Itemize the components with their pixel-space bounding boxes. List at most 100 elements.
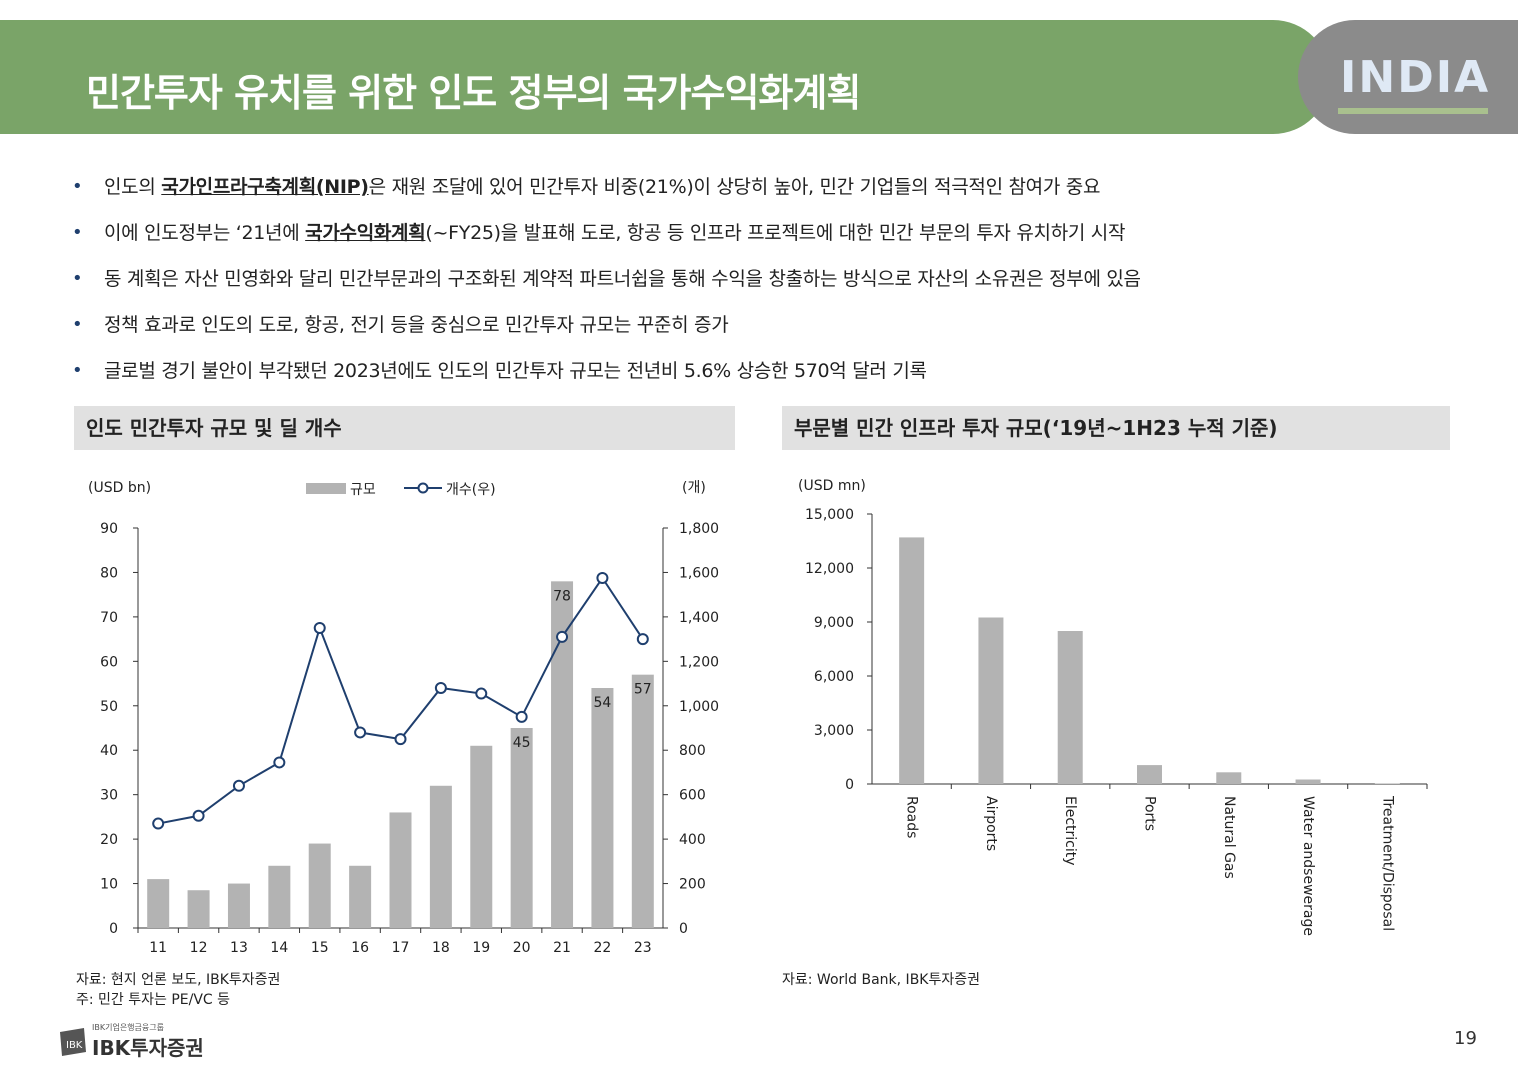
bar-data-label: 78	[553, 588, 571, 604]
line-point	[515, 710, 528, 723]
right-y-tick-label: 1,800	[679, 521, 719, 537]
ibk-logo-main: IBK투자증권	[92, 1036, 204, 1060]
x-tick-label: 20	[513, 940, 531, 956]
bar	[551, 581, 574, 928]
bullet-text: 이에 인도정부는 ‘21년에	[104, 222, 306, 244]
line-point	[394, 733, 407, 746]
bullet-dot-icon: •	[72, 314, 83, 335]
bar-data-label: 54	[594, 695, 612, 711]
bar	[631, 674, 654, 928]
right-y-tick-label: 200	[679, 877, 706, 893]
line-point	[596, 572, 609, 584]
x-tick-label: 13	[230, 940, 248, 956]
right-y-tick-label: 400	[679, 832, 706, 848]
x-tick-label: Roads	[904, 796, 920, 838]
svg-text:IBK: IBK	[66, 1040, 83, 1051]
line-point	[475, 687, 488, 700]
x-tick-label: 15	[311, 940, 329, 956]
page-number: 19	[1454, 1028, 1477, 1049]
bullet-dot-icon: •	[72, 176, 83, 197]
ibk-logo-icon: IBK	[60, 1028, 86, 1056]
left-source: 자료: 현지 언론 보도, IBK투자증권	[76, 972, 281, 988]
line-point	[313, 622, 326, 634]
right-chart-heading: 부문별 민간 인프라 투자 규모(‘19년~1H23 누적 기준)	[782, 406, 1450, 450]
y-tick-label: 9,000	[814, 615, 854, 631]
bar	[1057, 631, 1083, 784]
x-tick-label: Water andsewerage	[1300, 796, 1316, 936]
x-tick-label: 21	[553, 940, 571, 956]
bar	[510, 728, 533, 928]
bullet-item: • 이에 인도정부는 ‘21년에 국가수익화계획(~FY25)을 발표해 도로, …	[72, 216, 1492, 262]
bar	[1216, 772, 1242, 784]
y-tick-label: 3,000	[814, 723, 854, 739]
line-point	[434, 682, 447, 694]
bar	[227, 883, 250, 928]
left-y-tick-label: 80	[100, 565, 118, 581]
bullet-emphasis: 국가인프라구축계획(NIP)	[161, 176, 369, 198]
bar	[470, 745, 493, 928]
y-tick-label: 6,000	[814, 669, 854, 685]
x-tick-label: Ports	[1142, 796, 1158, 831]
left-y-tick-label: 90	[100, 521, 118, 537]
bullet-item: • 글로벌 경기 불안이 부각됐던 2023년에도 인도의 민간투자 규모는 전년…	[72, 354, 1492, 400]
left-chart-heading: 인도 민간투자 규모 및 딜 개수	[74, 406, 735, 450]
bar	[308, 843, 331, 928]
bullet-text: 정책 효과로 인도의 도로, 항공, 전기 등을 중심으로 민간투자 규모는 꾸…	[104, 314, 729, 336]
page-title: 민간투자 유치를 위한 인도 정부의 국가수익화계획	[86, 71, 861, 115]
bullet-item: • 동 계획은 자산 민영화와 달리 민간부문과의 구조화된 계약적 파트너쉽을 …	[72, 262, 1492, 308]
x-tick-label: Airports	[983, 796, 999, 851]
line-point	[192, 809, 205, 822]
bullet-item: • 인도의 국가인프라구축계획(NIP)은 재원 조달에 있어 민간투자 비중(2…	[72, 170, 1492, 216]
legend-line-marker	[417, 482, 429, 494]
bar	[978, 617, 1004, 784]
india-badge: INDIA	[1298, 20, 1518, 134]
y-tick-label: 15,000	[805, 507, 854, 523]
y-tick-label: 0	[845, 777, 854, 793]
right-y-tick-label: 0	[679, 921, 688, 937]
right-y-tick-label: 1,200	[679, 654, 719, 670]
bullet-dot-icon: •	[72, 268, 83, 289]
x-tick-label: 14	[270, 940, 288, 956]
left-y-tick-label: 60	[100, 654, 118, 670]
right-source: 자료: World Bank, IBK투자증권	[782, 972, 980, 988]
bullet-text: 인도의	[104, 176, 162, 198]
legend-bar-label: 규모	[350, 482, 376, 498]
x-tick-label: 23	[634, 940, 652, 956]
left-y-tick-label: 70	[100, 610, 118, 626]
bar	[1137, 765, 1162, 784]
x-tick-label: 22	[594, 940, 612, 956]
x-tick-label: Electricity	[1062, 796, 1078, 866]
bar	[1374, 783, 1400, 784]
left-y-tick-label: 20	[100, 832, 118, 848]
bullet-dot-icon: •	[72, 222, 83, 243]
bar-data-label: 45	[513, 735, 531, 751]
right-y-tick-label: 1,400	[679, 610, 719, 626]
bullet-text: 글로벌 경기 불안이 부각됐던 2023년에도 인도의 민간투자 규모는 전년비…	[104, 360, 927, 382]
line-point	[152, 817, 165, 830]
legend-line-label: 개수(우)	[446, 482, 496, 498]
bullet-dot-icon: •	[72, 360, 83, 381]
x-tick-label: 11	[149, 940, 167, 956]
left-y-tick-label: 50	[100, 699, 118, 715]
right-y-tick-label: 1,600	[679, 565, 719, 581]
right-y-tick-label: 1,000	[679, 699, 719, 715]
right-y-tick-label: 800	[679, 743, 706, 759]
bar	[268, 865, 291, 928]
x-tick-label: Natural Gas	[1221, 796, 1237, 879]
bar	[147, 879, 170, 928]
x-tick-label: 17	[392, 940, 410, 956]
left-y-tick-label: 40	[100, 743, 118, 759]
india-badge-skyline	[1338, 108, 1488, 114]
bar	[1295, 779, 1321, 784]
bar-data-label: 57	[634, 682, 652, 698]
sector-investment-chart: (USD mn) 0 3,000 6,000 9,000 12,000 15,000 Road…	[798, 478, 1428, 936]
bar	[187, 890, 210, 928]
left-y-tick-label: 10	[100, 877, 118, 893]
x-tick-label: 19	[472, 940, 490, 956]
left-y-tick-label: 30	[100, 788, 118, 804]
bullet-item: • 정책 효과로 인도의 도로, 항공, 전기 등을 중심으로 민간투자 규모는 …	[72, 308, 1492, 354]
x-tick-label: Treatment/Disposal	[1379, 795, 1395, 931]
left-y-tick-label: 0	[109, 921, 118, 937]
bar	[389, 812, 412, 928]
bullet-text: 동 계획은 자산 민영화와 달리 민간부문과의 구조화된 계약적 파트너쉽을 통…	[104, 268, 1141, 290]
